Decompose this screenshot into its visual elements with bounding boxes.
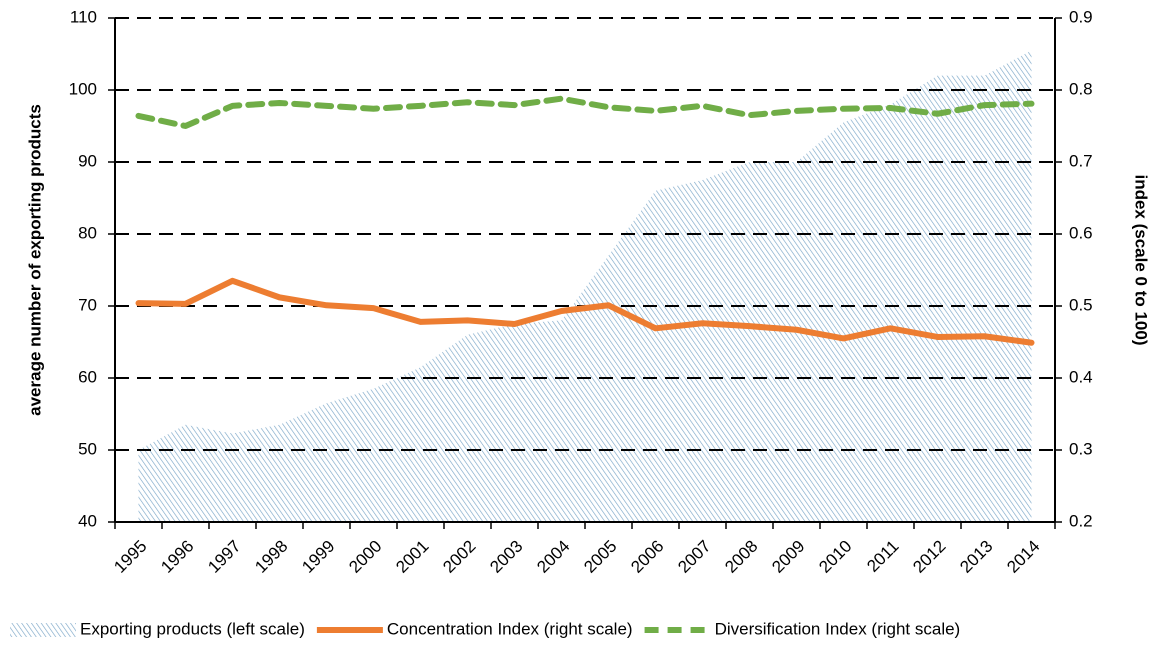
- x-tick-label: 2011: [863, 537, 902, 576]
- x-tick-label: 2013: [956, 537, 996, 577]
- y2-tick-label: 0.7: [1069, 151, 1093, 170]
- x-tick-label: 2006: [627, 537, 667, 577]
- y-tick-label: 40: [78, 511, 97, 530]
- y2-tick-label: 0.5: [1069, 295, 1093, 314]
- x-tick-label: 2001: [392, 537, 432, 577]
- y2-tick-label: 0.6: [1069, 223, 1093, 242]
- legend-label: Concentration Index (right scale): [387, 619, 633, 638]
- line: [135, 277, 1035, 346]
- x-tick-label: 2010: [815, 537, 855, 577]
- x-tick-label: 2005: [580, 537, 620, 577]
- x-tick-label: 2003: [486, 537, 526, 577]
- y-tick-label: 50: [78, 439, 97, 458]
- y-tick-label: 90: [78, 151, 97, 170]
- legend-label: Diversification Index (right scale): [715, 619, 961, 638]
- legend-label: Exporting products (left scale): [80, 619, 305, 638]
- x-tick-label: 1999: [298, 537, 338, 577]
- x-tick-label: 1995: [110, 537, 150, 577]
- y2-tick-label: 0.4: [1069, 367, 1093, 386]
- legend-swatch: [10, 623, 76, 637]
- x-tick-label: 1998: [251, 537, 291, 577]
- y2-tick-label: 0.3: [1069, 439, 1093, 458]
- y-axis-label: average number of exporting products: [25, 104, 44, 416]
- x-tick-label: 1997: [204, 537, 244, 577]
- line: [135, 95, 1035, 129]
- y2-tick-label: 0.2: [1069, 511, 1093, 530]
- y2-tick-label: 0.8: [1069, 79, 1093, 98]
- y-tick-label: 70: [78, 295, 97, 314]
- x-tick-label: 2012: [909, 537, 949, 577]
- x-tick-label: 2007: [674, 537, 714, 577]
- x-tick-label: 2004: [533, 537, 573, 577]
- x-tick-label: 2009: [768, 537, 808, 577]
- x-tick-label: 2014: [1003, 537, 1043, 577]
- y2-axis-label: index (scale 0 to 100): [1132, 174, 1151, 345]
- y-tick-label: 110: [70, 7, 97, 26]
- x-tick-label: 1996: [157, 537, 197, 577]
- x-tick-label: 2008: [721, 537, 761, 577]
- y-tick-label: 80: [78, 223, 97, 242]
- y2-tick-label: 0.9: [1069, 7, 1093, 26]
- x-tick-label: 2000: [345, 537, 385, 577]
- y-tick-label: 100: [69, 79, 97, 98]
- y-tick-label: 60: [78, 367, 97, 386]
- area: [138, 50, 1032, 523]
- x-tick-label: 2002: [439, 537, 479, 577]
